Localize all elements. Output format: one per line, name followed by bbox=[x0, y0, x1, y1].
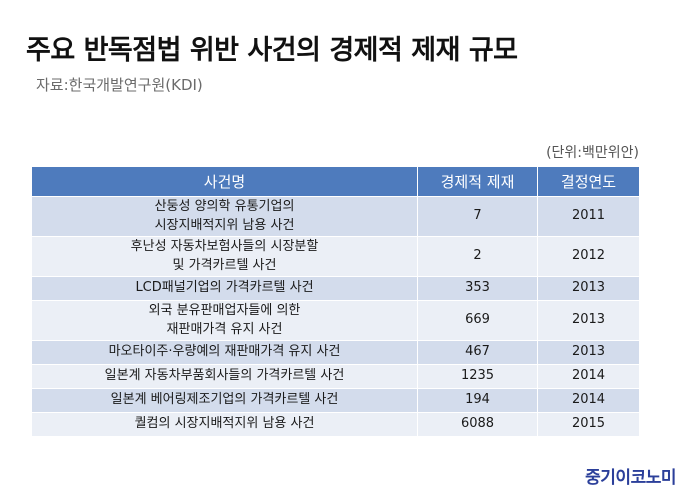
sanction-cell: 467 bbox=[417, 340, 538, 365]
table-row: 마오타이주·우량예의 재판매가격 유지 사건 467 2013 bbox=[31, 340, 640, 365]
case-name-cell: 퀄컴의 시장지배적지위 남용 사건 bbox=[31, 412, 418, 437]
case-name-cell: LCD패널기업의 가격카르텔 사건 bbox=[31, 276, 418, 301]
sanction-cell: 6088 bbox=[417, 412, 538, 437]
year-cell: 2014 bbox=[537, 364, 640, 389]
year-cell: 2013 bbox=[537, 340, 640, 365]
brand-logo: 중기이코노미 bbox=[585, 468, 676, 488]
table-row: 후난성 자동차보험사들의 시장분할 및 가격카르텔 사건 2 2012 bbox=[31, 236, 640, 277]
year-cell: 2011 bbox=[537, 196, 640, 237]
unit-note: (단위:백만위안) bbox=[546, 145, 639, 161]
table-header-row: 사건명 경제적 제재 결정연도 bbox=[31, 166, 640, 197]
sanction-cell: 194 bbox=[417, 388, 538, 413]
page-title: 주요 반독점법 위반 사건의 경제적 제재 규모 bbox=[26, 35, 518, 66]
year-cell: 2013 bbox=[537, 276, 640, 301]
table-row: 외국 분유판매업자들에 의한 재판매가격 유지 사건 669 2013 bbox=[31, 300, 640, 341]
sanction-cell: 353 bbox=[417, 276, 538, 301]
table-row: 일본계 자동차부품회사들의 가격카르텔 사건 1235 2014 bbox=[31, 364, 640, 389]
case-name-cell: 산둥성 양의학 유통기업의 시장지배적지위 남용 사건 bbox=[31, 196, 418, 237]
case-name-cell: 마오타이주·우량예의 재판매가격 유지 사건 bbox=[31, 340, 418, 365]
sanction-cell: 1235 bbox=[417, 364, 538, 389]
year-cell: 2012 bbox=[537, 236, 640, 277]
year-cell: 2013 bbox=[537, 300, 640, 341]
case-name-cell: 일본계 베어링제조기업의 가격카르텔 사건 bbox=[31, 388, 418, 413]
year-cell: 2015 bbox=[537, 412, 640, 437]
header-case-name: 사건명 bbox=[31, 166, 418, 197]
source-note: 자료:한국개발연구원(KDI) bbox=[36, 76, 203, 94]
table-row: 퀄컴의 시장지배적지위 남용 사건 6088 2015 bbox=[31, 412, 640, 437]
header-sanction: 경제적 제재 bbox=[417, 166, 538, 197]
case-name-cell: 일본계 자동차부품회사들의 가격카르텔 사건 bbox=[31, 364, 418, 389]
cases-table: 사건명 경제적 제재 결정연도 산둥성 양의학 유통기업의 시장지배적지위 남용… bbox=[31, 166, 640, 437]
table-row: 일본계 베어링제조기업의 가격카르텔 사건 194 2014 bbox=[31, 388, 640, 413]
case-name-cell: 후난성 자동차보험사들의 시장분할 및 가격카르텔 사건 bbox=[31, 236, 418, 277]
table-row: 산둥성 양의학 유통기업의 시장지배적지위 남용 사건 7 2011 bbox=[31, 196, 640, 237]
year-cell: 2014 bbox=[537, 388, 640, 413]
sanction-cell: 669 bbox=[417, 300, 538, 341]
table-row: LCD패널기업의 가격카르텔 사건 353 2013 bbox=[31, 276, 640, 301]
case-name-cell: 외국 분유판매업자들에 의한 재판매가격 유지 사건 bbox=[31, 300, 418, 341]
sanction-cell: 2 bbox=[417, 236, 538, 277]
sanction-cell: 7 bbox=[417, 196, 538, 237]
header-year: 결정연도 bbox=[537, 166, 640, 197]
